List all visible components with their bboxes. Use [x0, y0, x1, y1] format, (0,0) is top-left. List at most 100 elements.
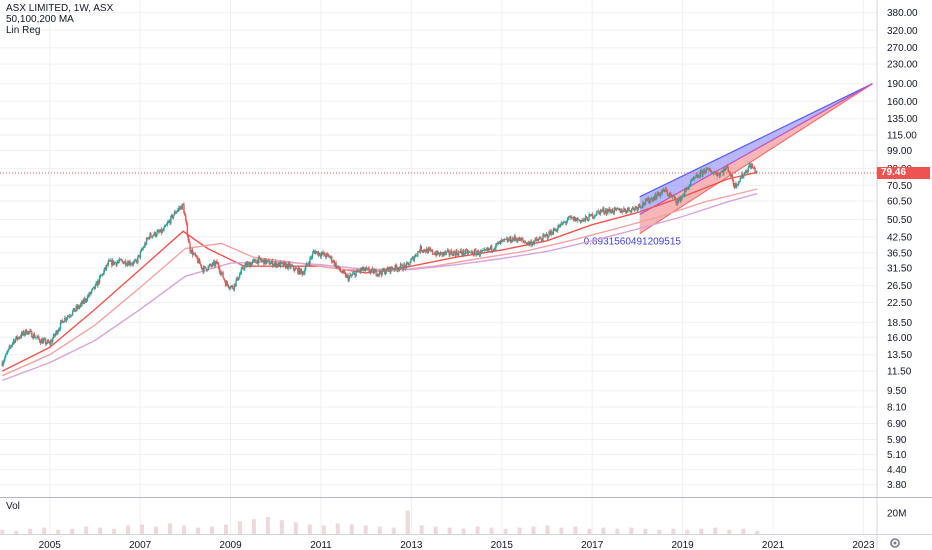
- candle-body: [264, 258, 266, 265]
- candle-body: [104, 267, 106, 271]
- y-tick-label: 42.50: [887, 233, 912, 244]
- candle-body: [370, 270, 372, 273]
- candle-body: [40, 339, 43, 344]
- candle-body: [503, 239, 505, 240]
- candle-body: [596, 211, 598, 216]
- candle-body: [552, 228, 555, 235]
- candle-body: [648, 197, 650, 203]
- candle-body: [513, 236, 516, 240]
- y-tick-label: 230.00: [887, 60, 918, 71]
- candle-body: [494, 247, 496, 249]
- candle-body: [221, 272, 223, 274]
- candle-body: [188, 240, 190, 243]
- candle-body: [84, 298, 86, 303]
- candle-body: [164, 225, 166, 228]
- candle-body: [542, 235, 544, 242]
- candle-body: [717, 173, 720, 175]
- candle-body: [340, 271, 343, 273]
- candle-body: [81, 302, 83, 304]
- candle-body: [665, 189, 668, 192]
- candle-body: [348, 276, 350, 281]
- candle-body: [491, 249, 494, 251]
- candle-body: [291, 265, 293, 267]
- candle-body: [548, 231, 550, 237]
- candle-body: [512, 238, 515, 240]
- candle-body: [553, 228, 555, 231]
- candle-body: [15, 336, 17, 340]
- candle-body: [699, 171, 702, 178]
- volume-bar: [98, 527, 103, 534]
- candle-body: [755, 172, 757, 173]
- x-tick-label: 2011: [310, 540, 332, 550]
- candle-body: [55, 330, 57, 334]
- candle-body: [708, 168, 710, 171]
- candle-body: [217, 263, 219, 265]
- candle-body: [211, 262, 214, 267]
- candle-body: [520, 238, 522, 240]
- candle-body: [389, 266, 391, 273]
- candle-body: [119, 259, 122, 260]
- ma-indicator-label[interactable]: 50,100,200 MA: [6, 14, 74, 25]
- candle-body: [301, 271, 303, 275]
- candle-body: [435, 253, 437, 256]
- candle-body: [240, 268, 243, 274]
- candle-body: [5, 353, 7, 358]
- candle-body: [750, 164, 752, 169]
- candle-body: [17, 337, 19, 340]
- linreg-indicator-label[interactable]: Lin Reg: [6, 25, 41, 36]
- candle-body: [311, 253, 314, 258]
- candle-body: [105, 267, 107, 269]
- volume-axis-label: 20M: [887, 508, 906, 519]
- candle-body: [336, 266, 338, 268]
- candle-body: [339, 270, 342, 272]
- candle-body: [82, 299, 84, 304]
- candle-body: [406, 262, 409, 264]
- candle-body: [64, 317, 66, 322]
- candle-body: [85, 300, 88, 302]
- candle-body: [49, 342, 51, 345]
- candle-body: [641, 206, 643, 208]
- candle-body: [750, 164, 753, 169]
- volume-bar: [419, 525, 424, 534]
- candle-body: [282, 262, 284, 267]
- y-tick-label: 4.40: [887, 465, 907, 476]
- candle-body: [655, 194, 657, 199]
- candle-body: [466, 250, 469, 254]
- candle-body: [310, 257, 312, 259]
- candle-body: [644, 199, 647, 205]
- candle-body: [561, 222, 563, 225]
- candle-body: [451, 254, 454, 256]
- candle-body: [4, 357, 6, 361]
- volume-label[interactable]: Vol: [6, 501, 20, 512]
- volume-bar: [377, 526, 382, 534]
- candle-body: [368, 268, 370, 272]
- candle-body: [680, 197, 682, 202]
- candle-body: [749, 164, 751, 166]
- candle-body: [530, 241, 532, 243]
- volume-bar: [629, 527, 634, 534]
- candle-body: [341, 272, 343, 274]
- candle-body: [271, 260, 274, 267]
- candle-body: [246, 263, 249, 267]
- candle-body: [56, 330, 58, 334]
- candle-body: [381, 268, 383, 276]
- candle-body: [187, 235, 190, 241]
- candle-body: [737, 184, 739, 186]
- candle-body: [506, 238, 509, 242]
- candle-body: [372, 268, 375, 274]
- candle-body: [661, 191, 663, 194]
- candle-body: [407, 262, 409, 264]
- volume-bar: [70, 528, 75, 534]
- symbol-title[interactable]: ASX LIMITED, 1W, ASX: [6, 3, 114, 14]
- candle-body: [682, 195, 684, 197]
- candle-body: [634, 207, 636, 210]
- candle-body: [48, 342, 50, 344]
- candle-body: [550, 231, 552, 234]
- candle-body: [330, 256, 332, 258]
- candle-body: [602, 208, 604, 211]
- candle-body: [652, 198, 655, 201]
- candle-body: [194, 253, 196, 256]
- gear-icon[interactable]: [888, 536, 902, 550]
- candle-body: [329, 257, 331, 258]
